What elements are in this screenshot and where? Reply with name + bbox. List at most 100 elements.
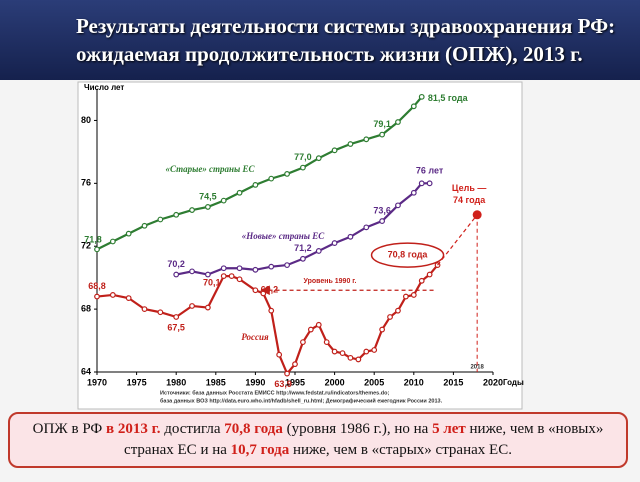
y-tick-label: 68 [81,303,91,313]
point [363,348,370,355]
point [315,248,322,254]
point [347,233,354,240]
value-label: 70,2 [167,259,185,269]
point [268,307,275,314]
point [300,164,306,171]
value-label: 73,6 [373,205,391,215]
point [371,347,378,353]
summary-text: достигла [160,421,225,437]
value-label: 71,2 [294,243,312,253]
point [204,304,211,311]
point [125,230,132,237]
target-point [472,210,482,220]
point [204,204,211,210]
point [125,295,132,302]
target-label: Цель — [452,183,486,193]
point [228,273,235,279]
point [141,222,148,229]
highlight-ellipse [370,242,445,268]
point [189,268,195,275]
point [109,292,116,298]
summary-text: (уровня 1986 г.), но на [282,421,433,437]
y-axis-label: Число лет [84,83,124,92]
target-year: 2018 [470,365,484,371]
x-tick-label: 2015 [443,377,463,387]
summary-highlight: 70,8 года [224,421,283,437]
point [236,265,243,272]
value-label: 76 лет [416,166,444,176]
point [379,218,386,224]
source-line: Источники: база данных Росстата ЕМИСС ht… [160,389,389,396]
x-tick-label: 1970 [87,377,107,387]
point [426,180,433,187]
summary-text: ниже, чем в «новых» странах ЕС и на [124,421,604,458]
x-tick-label: 1985 [206,377,226,387]
point [189,207,195,213]
point [323,339,330,346]
point [410,292,417,298]
point [189,303,195,309]
point [292,361,298,368]
value-label: 70,1 [203,277,221,287]
series-name: Россия [241,332,269,342]
header: Результаты деятельности системы здравоох… [0,0,640,80]
point [379,131,386,138]
point [395,202,401,209]
series-name: «Старые» страны ЕС [165,164,255,174]
y-tick-label: 72 [81,241,91,251]
point [387,314,393,320]
value-label: 81,5 года [428,93,469,103]
chart: Число лет Годы Источники: база данных Ро… [77,81,524,410]
value-label: 70,8 года [388,249,429,259]
point [220,265,227,272]
target-projection [437,214,478,266]
x-tick-label: 2000 [325,377,345,387]
point [331,348,338,355]
point [157,309,164,316]
point [141,306,148,313]
summary-highlight: 10,7 года [230,442,290,458]
point [109,238,116,245]
x-tick-label: 1990 [245,377,265,387]
x-tick-label: 2010 [404,377,424,387]
point [418,93,425,100]
x-tick-label: 1975 [127,377,147,387]
point [252,287,259,294]
point [284,170,290,177]
point [347,354,354,361]
point [410,189,417,196]
point [236,276,243,283]
title-line: Результаты деятельности системы здравоох… [76,14,616,38]
title-line: ожидаемая продолжительность жизни (ОПЖ),… [76,42,583,66]
point [363,224,370,231]
point [173,314,180,320]
point [284,370,290,377]
y-tick-label: 80 [81,115,91,125]
summary-highlight: в 2013 г. [106,421,161,437]
point [268,175,275,182]
point [94,293,100,300]
point [315,321,322,328]
point [300,255,306,262]
point [300,339,306,346]
point [252,182,259,188]
value-label: 74,5 [199,191,217,201]
x-axis-label: Годы [503,378,524,387]
point [173,271,180,278]
x-tick-label: 2020 [483,377,503,387]
point [426,271,433,278]
reference-label: Уровень 1990 г. [304,278,357,285]
value-label: 67,5 [167,322,185,332]
point [268,263,275,270]
y-tick-label: 76 [81,178,91,188]
series-name: «Новые» страны ЕС [242,231,326,241]
point [252,266,259,273]
x-tick-label: 1995 [285,377,305,387]
point [363,136,370,143]
x-tick-label: 2005 [364,377,384,387]
point [395,119,401,125]
point [410,103,417,110]
point [347,141,354,147]
summary-highlight: 5 лет [432,421,466,437]
point [307,326,314,333]
